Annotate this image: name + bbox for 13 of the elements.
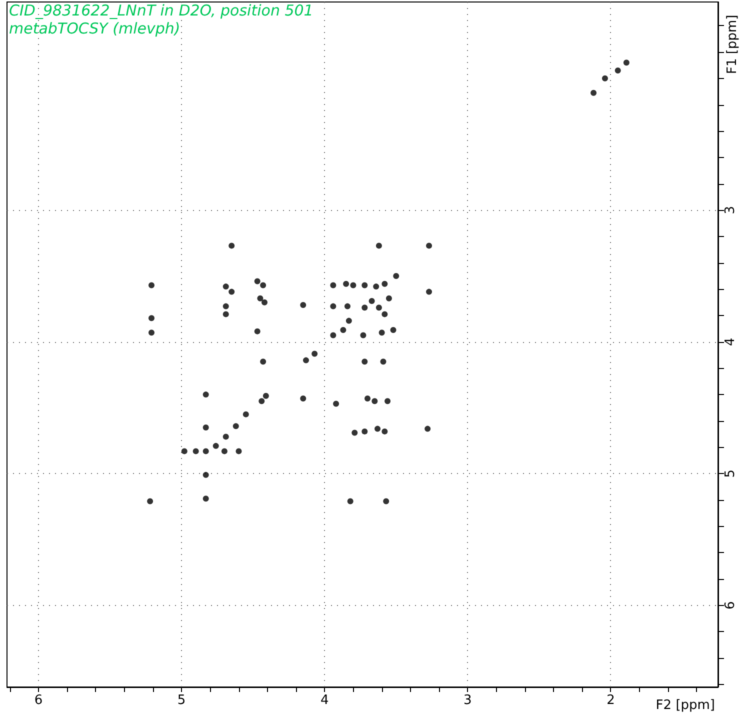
y-tick-label: 3 bbox=[723, 206, 738, 214]
y-tick-label: 6 bbox=[723, 601, 738, 610]
y-tick-label: 4 bbox=[723, 338, 738, 346]
x-tick-label: 2 bbox=[606, 693, 615, 708]
chart-title: CID_9831622_LNnT in D2O, position 501 bbox=[9, 2, 314, 20]
x-axis-title: F2 [ppm] bbox=[656, 698, 716, 713]
x-tick-label: 4 bbox=[320, 693, 329, 708]
text: metabTOCSY (mlevph) bbox=[9, 20, 180, 38]
y-axis-title: F1 [ppm] bbox=[725, 14, 740, 74]
x-tick-label: 3 bbox=[464, 693, 472, 708]
x-tick-label: 5 bbox=[177, 693, 186, 708]
y-tick-label: 5 bbox=[723, 469, 738, 478]
x-tick-label: 6 bbox=[34, 693, 43, 708]
